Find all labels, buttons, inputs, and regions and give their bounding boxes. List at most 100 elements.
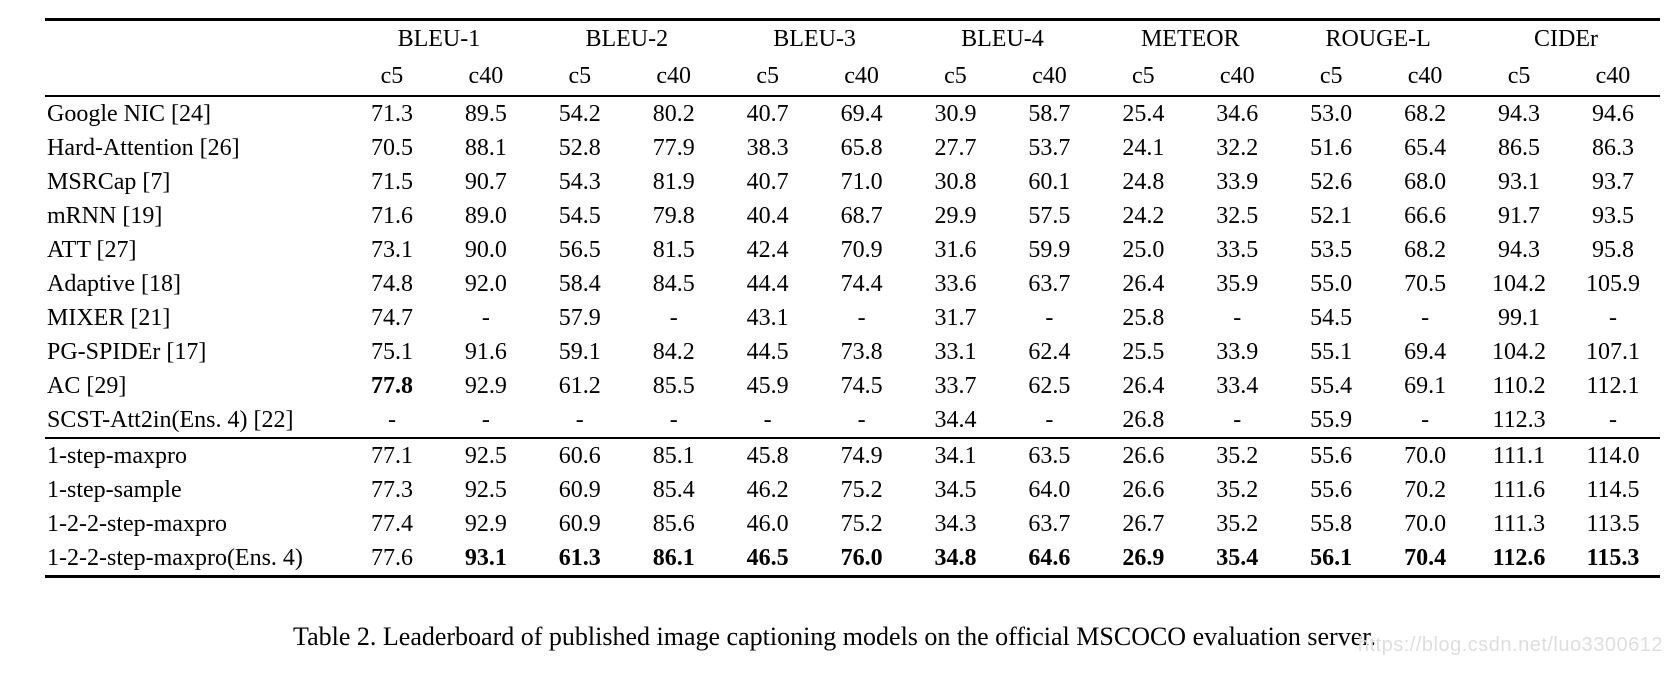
sub-header: c5	[1096, 58, 1191, 97]
metric-value: 34.5	[934, 476, 977, 503]
metric-header: METEOR	[1140, 26, 1240, 52]
metric-value: 71.6	[370, 202, 413, 229]
metric-value: 26.6	[1122, 442, 1165, 469]
metric-value: 77.1	[370, 442, 413, 469]
metric-value: 70.2	[1404, 476, 1447, 503]
corner-cell	[45, 58, 345, 97]
metric-value: -	[345, 403, 439, 439]
metric-value: 56.1	[1310, 544, 1353, 571]
table-row: AC [29] 77.8 92.9 61.2 85.5 45.9 74.5 33.7 62.5 2…	[45, 369, 1660, 403]
metric-value: 26.4	[1122, 372, 1165, 399]
metric-value: -	[1608, 304, 1617, 331]
metric-value: 85.6	[652, 510, 695, 537]
metric-header: CIDEr	[1534, 26, 1599, 52]
metric-value: 24.1	[1122, 134, 1165, 161]
model-name: PG-SPIDEr [17]	[47, 338, 207, 365]
table-row: 1-step-maxpro 77.1 92.5 60.6 85.1 45.8 74.9 34.…	[45, 438, 1660, 473]
metric-value: 33.6	[934, 270, 977, 297]
metric-value: 52.1	[1310, 202, 1353, 229]
metric-value: 57.5	[1028, 202, 1071, 229]
metric-value: -	[1045, 304, 1054, 331]
metric-value: 33.5	[1216, 236, 1259, 263]
metric-value: 114.5	[1586, 476, 1640, 503]
metric-value: 70.4	[1404, 544, 1447, 571]
metric-value: 93.1	[464, 544, 507, 571]
metric-value: 75.2	[840, 510, 883, 537]
metric-value: 89.0	[464, 202, 507, 229]
model-name: Google NIC [24]	[47, 100, 211, 127]
model-name: Hard-Attention [26]	[47, 134, 240, 161]
metric-value: 60.9	[558, 510, 601, 537]
corner-cell	[45, 20, 345, 59]
metric-value: 55.0	[1310, 270, 1353, 297]
metric-value: 92.9	[464, 372, 507, 399]
metric-value: 65.8	[840, 134, 883, 161]
sub-header: c40	[438, 58, 533, 97]
metric-value: -	[720, 403, 815, 439]
metric-value: 52.6	[1310, 168, 1353, 195]
metric-value: 60.6	[558, 442, 601, 469]
metric-value: 70.0	[1404, 442, 1447, 469]
metric-value: 32.2	[1216, 134, 1259, 161]
metric-value: 70.0	[1404, 510, 1447, 537]
metric-value: -	[1421, 304, 1430, 331]
metric-value: -	[1233, 304, 1242, 331]
metric-value: 55.6	[1310, 476, 1353, 503]
metric-value: 68.2	[1404, 100, 1447, 127]
leaderboard-table-container: BLEU-1 BLEU-2 BLEU-3 BLEU-4 METEOR ROUGE-L CID…	[45, 18, 1660, 578]
metric-value: -	[857, 304, 866, 331]
metric-value: 25.0	[1122, 236, 1165, 263]
metric-value: 30.9	[934, 100, 977, 127]
metric-value: 88.1	[464, 134, 507, 161]
metric-value: 34.8	[934, 544, 977, 571]
metric-value: 92.9	[464, 510, 507, 537]
metric-value: 90.7	[464, 168, 507, 195]
model-name: ATT [27]	[47, 236, 137, 263]
metric-value: 107.1	[1585, 338, 1640, 365]
metric-value: 91.7	[1498, 202, 1541, 229]
metric-value: 25.4	[1122, 100, 1165, 127]
metric-value: 62.4	[1028, 338, 1071, 365]
table-row: 1-2-2-step-maxpro(Ens. 4) 77.6 93.1 61.3 86.…	[45, 541, 1660, 577]
table-row: mRNN [19] 71.6 89.0 54.5 79.8 40.4 68.7 29.9 57.…	[45, 199, 1660, 233]
model-name: 1-2-2-step-maxpro	[47, 510, 227, 537]
table-row: Google NIC [24] 71.3 89.5 54.2 80.2 40.7 69.4 3…	[45, 96, 1660, 131]
metric-value: 59.9	[1028, 236, 1071, 263]
metric-value: 35.9	[1216, 270, 1259, 297]
metric-value: 114.0	[1586, 442, 1640, 469]
table-row: 1-step-sample 77.3 92.5 60.9 85.4 46.2 75.2 34.…	[45, 473, 1660, 507]
caption-row: Table 2. Leaderboard of published image …	[0, 622, 1669, 656]
metric-value: 66.6	[1404, 202, 1447, 229]
metric-value: -	[1002, 403, 1097, 439]
metric-value: 68.0	[1404, 168, 1447, 195]
metric-value: 75.1	[370, 338, 413, 365]
metric-value: 93.5	[1591, 202, 1634, 229]
metric-value: 94.6	[1591, 100, 1634, 127]
table-row: SCST-Att2in(Ens. 4) [22] - - - - - -34.4-26.8-…	[45, 403, 1660, 439]
metric-value: 95.8	[1591, 236, 1634, 263]
metric-value: 24.2	[1122, 202, 1165, 229]
metric-value: 54.3	[558, 168, 601, 195]
table-row: Hard-Attention [26] 70.5 88.1 52.8 77.9 38.3 6…	[45, 131, 1660, 165]
metric-value: 91.6	[464, 338, 507, 365]
metric-value: 35.2	[1216, 442, 1259, 469]
table-row: 1-2-2-step-maxpro 77.4 92.9 60.9 85.6 46.0 75.…	[45, 507, 1660, 541]
metric-header: BLEU-3	[773, 26, 856, 52]
table-row: ATT [27] 73.1 90.0 56.5 81.5 42.4 70.9 31.6 59.9…	[45, 233, 1660, 267]
metric-value: 63.5	[1028, 442, 1071, 469]
metric-value: 57.9	[558, 304, 601, 331]
metric-value: 93.1	[1498, 168, 1541, 195]
metric-value: 33.9	[1216, 168, 1259, 195]
sub-header: c5	[1472, 58, 1566, 97]
metric-value: 75.2	[840, 476, 883, 503]
metric-header: BLEU-1	[397, 26, 481, 52]
sub-header: c40	[1378, 58, 1473, 97]
metric-value: 54.2	[558, 100, 601, 127]
metric-value: 70.5	[370, 134, 413, 161]
metric-value: 61.3	[558, 544, 601, 571]
metric-value: 55.1	[1310, 338, 1353, 365]
sub-header: c5	[720, 58, 815, 97]
metric-value: 104.2	[1492, 338, 1547, 365]
table-body: Google NIC [24] 71.3 89.5 54.2 80.2 40.7 69.4 3…	[45, 96, 1660, 577]
metric-value: 33.4	[1216, 372, 1259, 399]
